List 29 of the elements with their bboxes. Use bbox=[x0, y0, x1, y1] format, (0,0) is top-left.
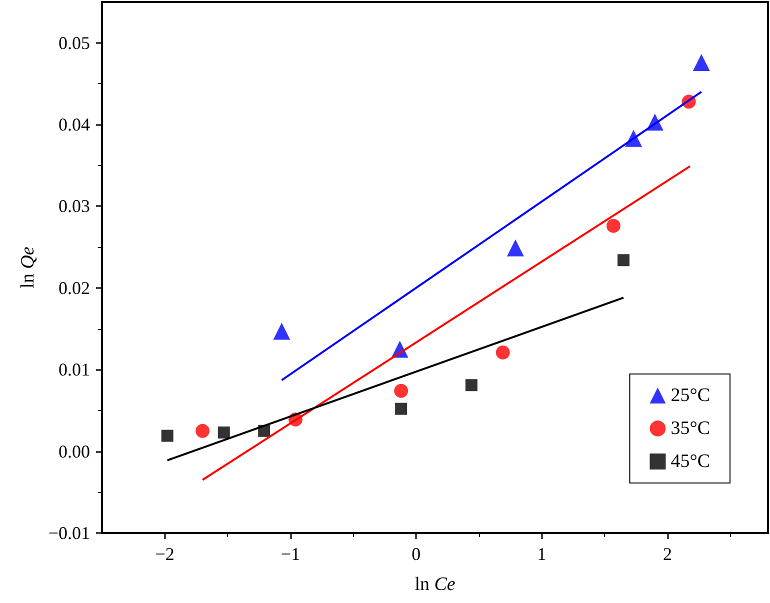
point bbox=[692, 54, 710, 71]
point bbox=[161, 430, 174, 442]
y-tick-label: −0.01 bbox=[48, 523, 90, 543]
x-tick-label: −2 bbox=[155, 544, 174, 564]
y-axis-title: ln Qe bbox=[17, 246, 38, 288]
point bbox=[606, 218, 620, 233]
y-tick-label: 0.00 bbox=[58, 441, 90, 462]
legend-label: 35°C bbox=[670, 418, 710, 439]
legend-label: 25°C bbox=[670, 385, 710, 406]
point bbox=[496, 345, 510, 360]
point bbox=[465, 379, 478, 392]
x-axis-title: ln Ce bbox=[414, 574, 456, 595]
x-tick-label: 0 bbox=[412, 544, 421, 564]
y-tick-label: 0.01 bbox=[58, 360, 90, 380]
point bbox=[617, 254, 630, 266]
point bbox=[506, 239, 524, 256]
point bbox=[218, 426, 230, 439]
x-tick-label: −1 bbox=[280, 544, 300, 564]
x-tick-label: 1 bbox=[537, 544, 546, 564]
legend-label: 45°C bbox=[670, 451, 710, 472]
y-tick-label: 0.04 bbox=[58, 114, 90, 135]
point bbox=[196, 424, 210, 438]
y-tick-label: 0.03 bbox=[58, 196, 90, 216]
point bbox=[395, 402, 408, 415]
y-tick-label: 0.02 bbox=[58, 278, 90, 298]
point bbox=[394, 384, 408, 398]
x-tick-label: 2 bbox=[662, 544, 672, 564]
y-tick-label: 0.05 bbox=[58, 32, 90, 53]
point bbox=[273, 322, 290, 340]
